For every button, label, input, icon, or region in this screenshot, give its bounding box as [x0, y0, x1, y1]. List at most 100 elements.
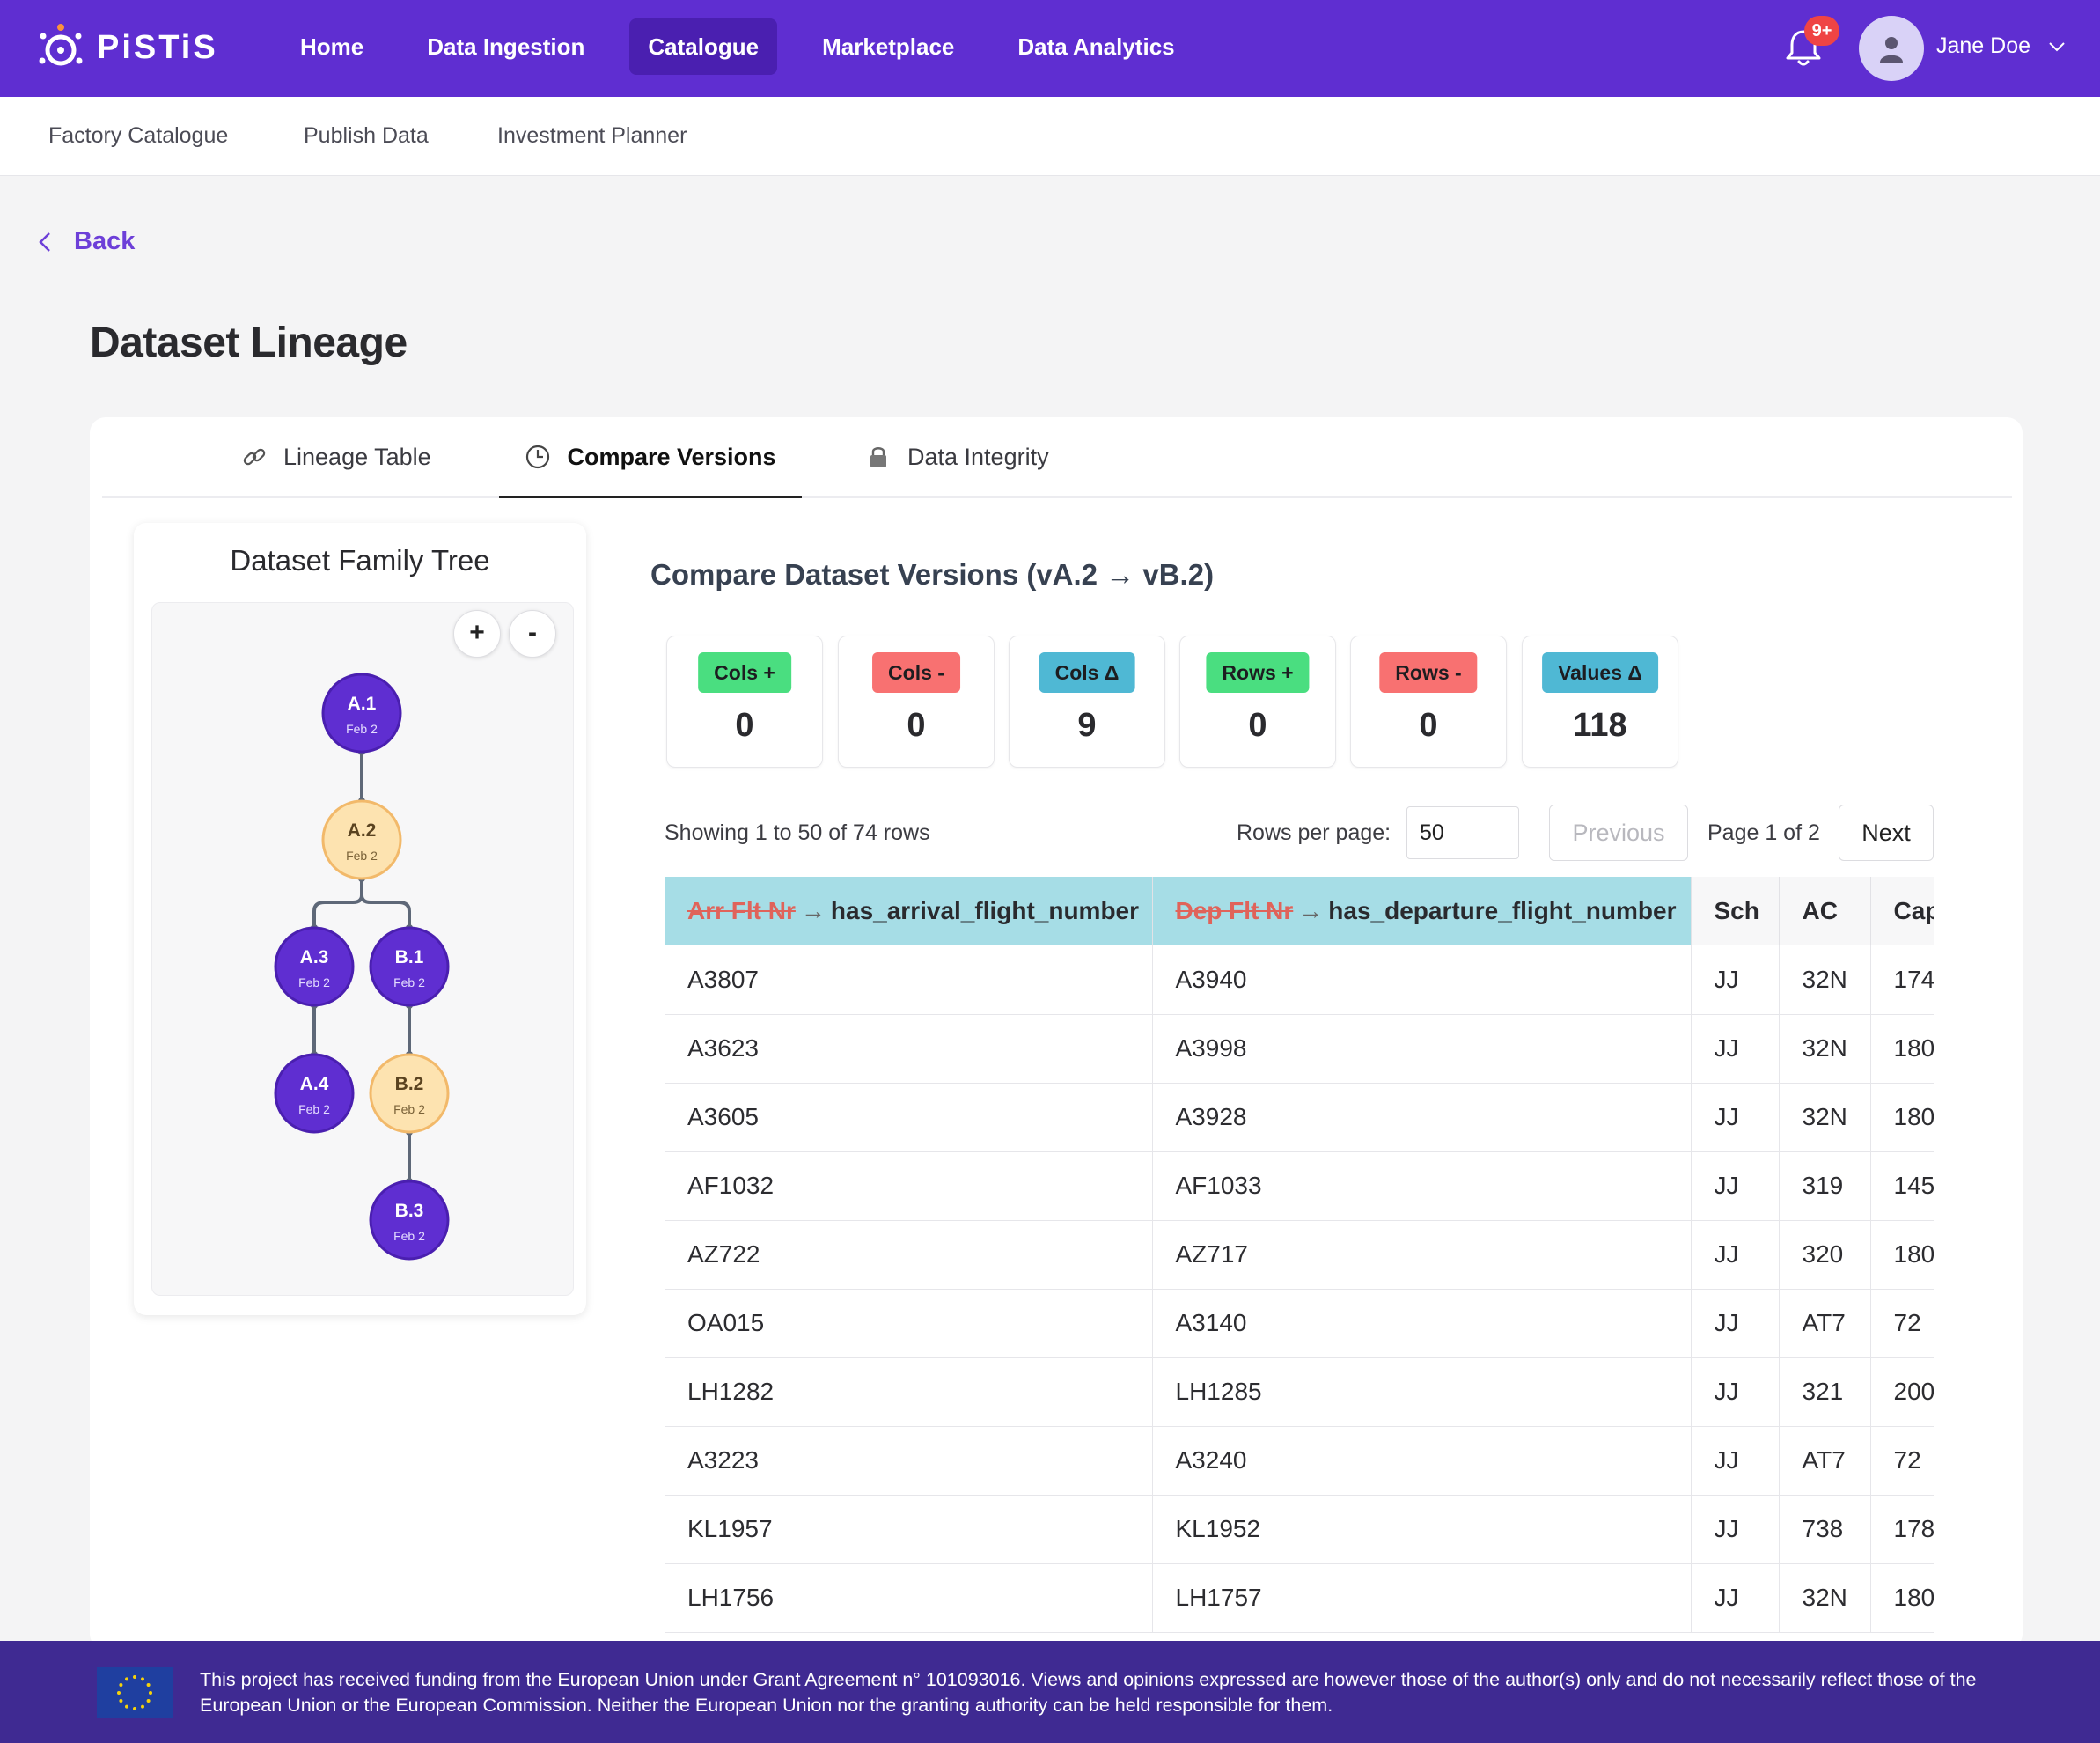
- table-cell: AF1033: [1152, 1151, 1692, 1221]
- tree-edge-joint: [406, 1051, 413, 1058]
- table-cell: 32N: [1779, 1014, 1871, 1084]
- table-cell: JJ: [1691, 1220, 1780, 1290]
- star-icon: [133, 1707, 136, 1710]
- column-header[interactable]: Dep Flt Nr → has_departure_flight_number: [1152, 877, 1692, 945]
- table-cell: JJ: [1691, 1495, 1780, 1564]
- page-info: Page 1 of 2: [1707, 820, 1820, 845]
- stat-card: Rows + 0: [1179, 636, 1336, 768]
- user-name[interactable]: Jane Doe: [1936, 33, 2031, 58]
- table-cell: 320: [1779, 1220, 1871, 1290]
- tree-edge-joint: [311, 924, 318, 931]
- tab-compare-versions[interactable]: Compare Versions: [499, 444, 802, 498]
- tree-node[interactable]: B.2 Feb 2: [369, 1053, 450, 1134]
- user-icon: [1880, 37, 1903, 63]
- tree-node-label: A.4: [300, 1074, 329, 1094]
- table-cell: A3940: [1152, 945, 1692, 1015]
- tree-node-label: A.3: [300, 947, 329, 967]
- rows-per-page-input[interactable]: 50: [1406, 806, 1519, 859]
- column-header[interactable]: Cap: [1870, 877, 1934, 945]
- table-cell: A3223: [665, 1426, 1153, 1496]
- table-cell: A3928: [1152, 1083, 1692, 1152]
- column-header[interactable]: Sch: [1691, 877, 1780, 945]
- subnav-factory-catalogue[interactable]: Factory Catalogue: [48, 123, 229, 148]
- table-row: AZ722 AZ717 JJ 320 180: [665, 1220, 1934, 1290]
- tree-edge-joint: [358, 875, 365, 882]
- table-cell: JJ: [1691, 1083, 1780, 1152]
- table-cell: 200: [1870, 1357, 1934, 1427]
- tree-edge-joint: [406, 924, 413, 931]
- nav-home[interactable]: Home: [300, 33, 364, 60]
- nav-catalogue[interactable]: Catalogue: [629, 18, 778, 75]
- zoom-in-button[interactable]: +: [453, 610, 501, 658]
- compare-table-wrapper[interactable]: Arr Flt Nr → has_arrival_flight_number Dep …: [665, 877, 1934, 1650]
- new-column-name: has_arrival_flight_number: [830, 897, 1140, 924]
- table-cell: 178: [1870, 1495, 1934, 1564]
- footer-disclaimer: This project has received funding from t…: [200, 1669, 1977, 1716]
- back-button[interactable]: Back: [35, 227, 135, 256]
- tree-node-label: A.1: [348, 694, 377, 714]
- table-cell: 32N: [1779, 1083, 1871, 1152]
- column-header[interactable]: Arr Flt Nr → has_arrival_flight_number: [665, 877, 1153, 945]
- link-icon: [243, 448, 266, 466]
- table-cell: LH1757: [1152, 1563, 1692, 1633]
- tree-node[interactable]: A.2 Feb 2: [321, 799, 402, 880]
- brand[interactable]: PiSTiS: [39, 18, 218, 77]
- column-header[interactable]: AC: [1779, 877, 1871, 945]
- table-row: OA015 A3140 JJ AT7 72: [665, 1289, 1934, 1358]
- stat-card: Values Δ 118: [1522, 636, 1678, 768]
- stat-badge: Cols -: [872, 652, 960, 693]
- tree-node[interactable]: A.3 Feb 2: [274, 926, 355, 1007]
- table-cell: 145: [1870, 1151, 1934, 1221]
- zoom-out-button[interactable]: -: [509, 610, 556, 658]
- table-cell: KL1957: [665, 1495, 1153, 1564]
- tab-data-integrity-label: Data Integrity: [907, 444, 1049, 470]
- stat-value: 9: [1077, 707, 1097, 744]
- tab-lineage-table[interactable]: Lineage Table: [241, 444, 431, 498]
- tree-node[interactable]: B.3 Feb 2: [369, 1180, 450, 1261]
- subnav-publish-data[interactable]: Publish Data: [304, 123, 429, 148]
- tree-node-date: Feb 2: [298, 1102, 330, 1116]
- chevron-left-icon: [39, 232, 50, 252]
- nav-data-analytics[interactable]: Data Analytics: [1017, 33, 1175, 60]
- star-icon: [146, 1699, 151, 1703]
- eu-flag-icon: [97, 1667, 173, 1718]
- table-cell: 319: [1779, 1151, 1871, 1221]
- table-cell: A3807: [665, 945, 1153, 1015]
- table-cell: OA015: [665, 1289, 1153, 1358]
- table-cell: 738: [1779, 1495, 1871, 1564]
- next-button[interactable]: Next: [1839, 805, 1934, 861]
- table-cell: JJ: [1691, 1426, 1780, 1496]
- table-row: A3223 A3240 JJ AT7 72: [665, 1426, 1934, 1496]
- pistis-logo-icon: [39, 24, 83, 66]
- tree-edge-joint: [406, 1002, 413, 1009]
- avatar[interactable]: [1859, 16, 1924, 81]
- family-tree-graph: A.1 Feb 2 A.2 Feb 2 A.3 Feb 2 B.1 Feb 2 A.4 Feb 2…: [274, 673, 450, 1261]
- chevron-down-icon[interactable]: [2047, 37, 2067, 56]
- table-cell: A3605: [665, 1083, 1153, 1152]
- star-icon: [117, 1691, 121, 1695]
- tree-node-date: Feb 2: [346, 722, 378, 736]
- nav-marketplace[interactable]: Marketplace: [822, 33, 955, 60]
- table-cell: 180: [1870, 1563, 1934, 1633]
- stat-value: 0: [735, 707, 754, 744]
- table-cell: 72: [1870, 1289, 1934, 1358]
- tree-node[interactable]: A.1 Feb 2: [321, 673, 402, 754]
- table-cell: LH1285: [1152, 1357, 1692, 1427]
- tree-node[interactable]: A.4 Feb 2: [274, 1053, 355, 1134]
- table-cell: 72: [1870, 1426, 1934, 1496]
- family-tree-canvas[interactable]: + - A.1 Feb 2 A.2 Feb 2 A.3 Feb 2 B.1 Feb 2 A.4 F…: [151, 602, 574, 1296]
- clock-icon: [526, 445, 550, 469]
- tab-bar: Lineage Table Compare Versions Data Inte…: [102, 417, 2012, 498]
- brand-name: PiSTiS: [97, 28, 218, 66]
- tab-data-integrity[interactable]: Data Integrity: [865, 444, 1049, 498]
- subnav-investment-planner[interactable]: Investment Planner: [497, 123, 687, 148]
- tree-node[interactable]: B.1 Feb 2: [369, 926, 450, 1007]
- previous-button[interactable]: Previous: [1549, 805, 1688, 861]
- tab-compare-versions-label: Compare Versions: [567, 444, 776, 470]
- nav-data-ingestion[interactable]: Data Ingestion: [427, 33, 585, 60]
- page-title: Dataset Lineage: [90, 320, 408, 366]
- footer: This project has received funding from t…: [0, 1641, 2100, 1743]
- lock-icon: [870, 447, 886, 467]
- table-cell: 180: [1870, 1220, 1934, 1290]
- table-cell: JJ: [1691, 1563, 1780, 1633]
